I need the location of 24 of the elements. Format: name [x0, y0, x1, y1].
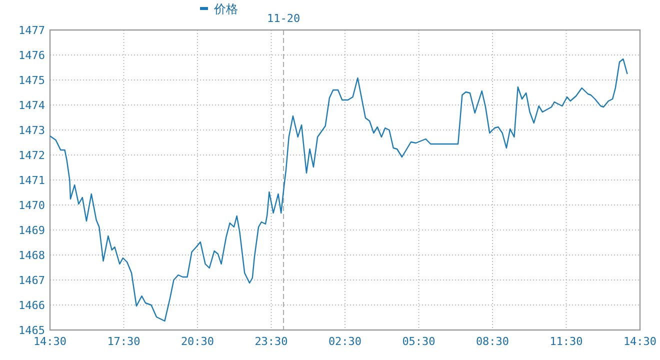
x-tick-label: 11:30 [550, 335, 583, 348]
y-tick-label: 1471 [18, 174, 45, 187]
x-tick-label: 17:30 [107, 335, 140, 348]
x-tick-label: 05:30 [402, 335, 436, 348]
y-tick-label: 1468 [18, 249, 45, 262]
y-tick-label: 1466 [18, 299, 45, 312]
legend-label: 价格 [213, 2, 238, 16]
y-tick-label: 1469 [18, 224, 45, 237]
y-tick-label: 1465 [18, 324, 45, 337]
y-tick-label: 1472 [18, 149, 45, 162]
x-tick-label: 14:30 [33, 335, 67, 348]
x-tick-label: 14:30 [623, 335, 657, 348]
x-tick-label: 02:30 [328, 335, 362, 348]
y-tick-label: 1474 [18, 99, 46, 112]
y-tick-label: 1475 [18, 74, 45, 87]
x-tick-label: 23:30 [254, 335, 288, 348]
y-tick-label: 1473 [18, 124, 45, 137]
y-tick-label: 1477 [18, 24, 45, 37]
y-tick-label: 1470 [18, 199, 45, 212]
y-tick-label: 1467 [18, 274, 45, 287]
y-tick-label: 1476 [18, 49, 45, 62]
x-tick-label: 20:30 [180, 335, 214, 348]
x-tick-label: 08:30 [476, 335, 510, 348]
ref-line-label: 11-20 [266, 12, 300, 25]
